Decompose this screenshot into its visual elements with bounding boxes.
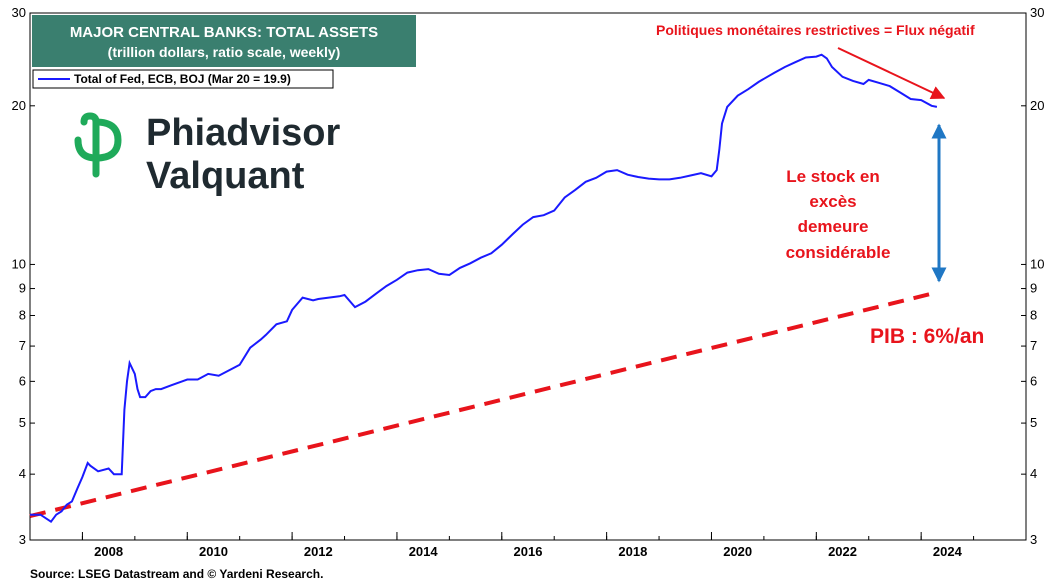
gdp-label: PIB : 6%/an [870,325,984,348]
chart-title-box: MAJOR CENTRAL BANKS: TOTAL ASSETS (trill… [32,15,416,67]
y-tick-label-left: 10 [12,256,26,271]
x-tick-label: 2010 [199,544,228,559]
x-tick-label: 2020 [723,544,752,559]
y-tick-label-right: 7 [1030,338,1037,353]
x-tick-label: 2022 [828,544,857,559]
y-tick-label-left: 8 [19,308,26,323]
legend-label: Total of Fed, ECB, BOJ (Mar 20 = 19.9) [74,72,291,86]
logo-line-2: Valquant [146,155,305,197]
y-tick-label-left: 4 [19,466,26,481]
y-tick-label-right: 6 [1030,373,1037,388]
y-tick-label-left: 20 [12,98,26,113]
stock-line-2: excès [809,192,856,211]
y-tick-label-right: 9 [1030,281,1037,296]
logo-line-1: Phiadvisor [146,112,340,154]
y-tick-label-left: 6 [19,373,26,388]
chart-subtitle: (trillion dollars, ratio scale, weekly) [108,44,341,60]
stock-line-3: demeure [798,217,869,236]
stock-line-4: considérable [786,243,891,262]
y-tick-label-left: 7 [19,338,26,353]
restrictive-policy-annotation: Politiques monétaires restrictives = Flu… [656,22,975,38]
restrictive-arrow [837,47,946,99]
x-tick-label: 2018 [618,544,647,559]
title-background [32,15,416,67]
y-tick-label-left: 9 [19,281,26,296]
y-axis-right: 3 4 5 6 7 8 9 10 20 30 [1021,5,1044,547]
y-tick-label-right: 5 [1030,415,1037,430]
y-tick-label-right: 4 [1030,466,1037,481]
y-tick-label-left: 5 [19,415,26,430]
legend: Total of Fed, ECB, BOJ (Mar 20 = 19.9) [32,69,334,89]
y-axis-left: 3 4 5 6 7 8 9 10 20 30 [12,5,35,547]
central-bank-assets-line [30,53,938,524]
logo: Phiadvisor Valquant [74,112,340,197]
gdp-trend-line [29,290,938,519]
x-tick-label: 2014 [409,544,439,559]
stock-line-1: Le stock en [786,167,880,186]
y-tick-label-right: 30 [1030,5,1044,20]
y-tick-label-left: 3 [19,532,26,547]
y-tick-label-left: 30 [12,5,26,20]
source-note: Source: LSEG Datastream and © Yardeni Re… [30,567,323,581]
chart-title: MAJOR CENTRAL BANKS: TOTAL ASSETS [70,24,378,41]
legend-box [32,69,334,89]
phi-logo-icon [74,112,122,178]
x-tick-label: 2024 [933,544,963,559]
plot-frame [29,12,1027,541]
x-tick-label: 2008 [94,544,123,559]
stock-annotation: Le stock en excès demeure considérable [786,167,891,262]
x-tick-label: 2016 [514,544,543,559]
x-axis: 2008 2010 2012 2014 2016 2018 2020 2022 2024 [29,532,1027,559]
y-tick-label-right: 3 [1030,532,1037,547]
y-tick-label-right: 10 [1030,256,1044,271]
y-tick-label-right: 8 [1030,308,1037,323]
y-tick-label-right: 20 [1030,98,1044,113]
x-tick-label: 2012 [304,544,333,559]
